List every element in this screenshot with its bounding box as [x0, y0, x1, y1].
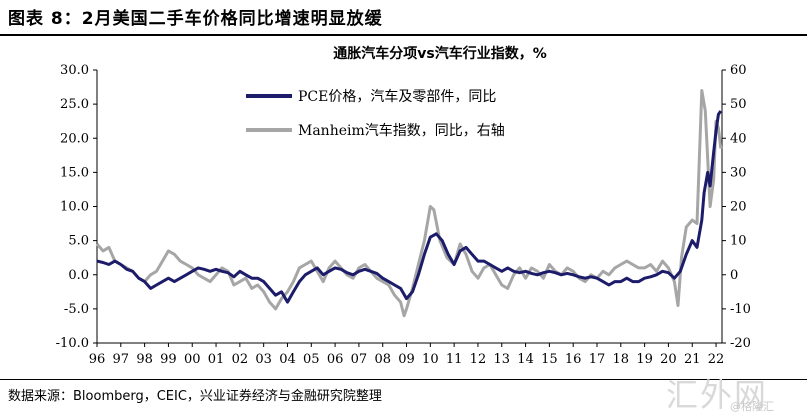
x-tick-label: 14: [517, 352, 534, 367]
watermark-sub: @格隆汇: [730, 400, 774, 413]
x-tick-label: 20: [660, 352, 677, 367]
x-tick-label: 02: [232, 352, 249, 367]
x-tick-label: 96: [89, 352, 106, 367]
x-tick-label: 17: [589, 352, 606, 367]
x-tick-label: 04: [279, 352, 296, 367]
right-tick-label: 40: [730, 131, 747, 146]
right-tick-label: 20: [730, 200, 747, 215]
x-tick-label: 06: [327, 352, 344, 367]
x-tick-label: 16: [565, 352, 582, 367]
right-tick-label: -10: [730, 302, 751, 317]
x-tick-label: 09: [398, 352, 415, 367]
x-tick-label: 01: [208, 352, 225, 367]
x-tick-label: 12: [470, 352, 487, 367]
left-tick-label: 20.0: [60, 131, 89, 146]
figure-title: 图表 8：2月美国二手车价格同比增速明显放缓: [8, 9, 383, 29]
x-tick-label: 07: [351, 352, 368, 367]
title-rule: [0, 34, 807, 36]
x-tick-label: 22: [708, 352, 725, 367]
x-tick-label: 19: [636, 352, 653, 367]
pce-series-line: [96, 110, 723, 304]
right-tick-label: 10: [730, 234, 747, 249]
left-tick-label: -10.0: [56, 336, 89, 351]
x-tick-label: 18: [613, 352, 630, 367]
x-tick-label: 05: [303, 352, 320, 367]
left-tick-label: 10.0: [60, 200, 89, 215]
source-note: 数据来源：Bloomberg，CEIC，兴业证券经济与金融研究院整理: [8, 389, 382, 404]
x-tick-label: 10: [422, 352, 439, 367]
left-tick-label: 30.0: [60, 63, 89, 78]
x-tick-label: 11: [446, 352, 463, 367]
x-tick-label: 08: [374, 352, 391, 367]
left-tick-label: 25.0: [60, 97, 89, 112]
x-tick-label: 13: [493, 352, 510, 367]
right-tick-label: 50: [730, 97, 747, 112]
right-tick-label: 60: [730, 63, 747, 78]
x-tick-label: 98: [136, 352, 153, 367]
manheim-series-line: [95, 89, 723, 318]
right-tick-label: 0: [730, 268, 738, 283]
right-tick-label: 30: [730, 165, 747, 180]
watermark: 汇外网: [666, 376, 769, 414]
x-tick-label: 00: [184, 352, 201, 367]
left-tick-label: 15.0: [60, 165, 89, 180]
x-tick-label: 15: [541, 352, 558, 367]
x-tick-label: 03: [255, 352, 272, 367]
source-rule: [0, 379, 807, 380]
legend-label: PCE价格，汽车及零部件，同比: [298, 88, 496, 105]
x-tick-label: 97: [113, 352, 130, 367]
left-tick-label: 0.0: [68, 268, 89, 283]
left-tick-label: -5.0: [64, 302, 89, 317]
x-tick-label: 21: [684, 352, 701, 367]
right-tick-label: -20: [730, 336, 751, 351]
left-tick-label: 5.0: [68, 234, 89, 249]
chart-title: 通胀汽车分项vs汽车行业指数，%: [333, 45, 547, 62]
x-tick-label: 99: [160, 352, 177, 367]
legend-label: Manheim汽车指数，同比，右轴: [298, 122, 505, 139]
line-chart: 通胀汽车分项vs汽车行业指数，% -10.0 -5.0 0.0 5.0 10.0 15.0 2…: [56, 45, 751, 367]
